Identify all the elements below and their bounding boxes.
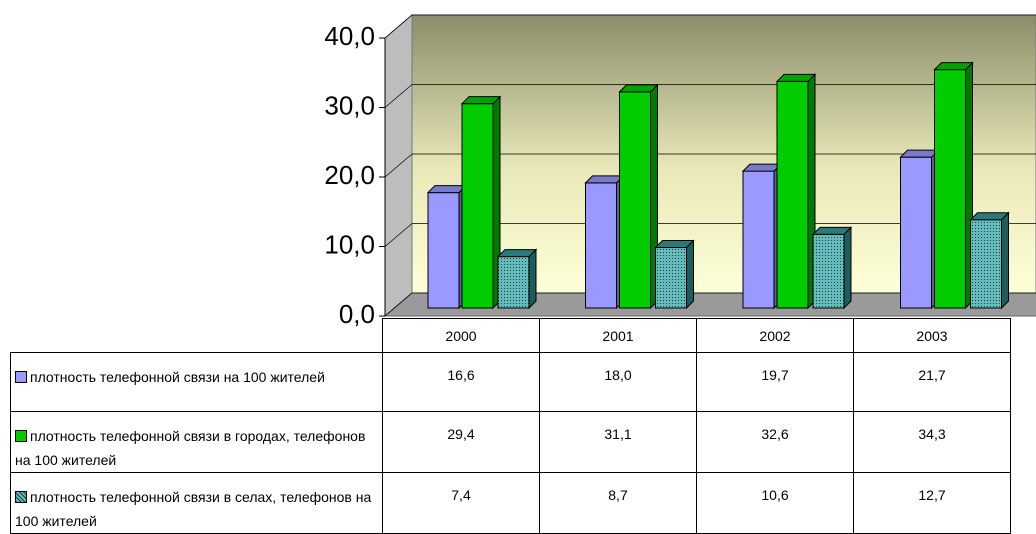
- bar-top: [426, 185, 468, 194]
- bar: [900, 156, 932, 309]
- bar-top: [584, 175, 625, 184]
- bar-side: [528, 248, 537, 310]
- series-row: плотность телефонной связи в городах, те…: [10, 411, 1011, 473]
- series-row: плотность телефонной связи в селах, теле…: [10, 472, 1011, 534]
- grid-line: [384, 14, 413, 39]
- value-cell: 7,4: [382, 472, 540, 534]
- y-tick-label: 10,0: [324, 229, 375, 259]
- bar-top: [775, 73, 817, 82]
- grid-line: [384, 84, 413, 108]
- blank-cell: [10, 318, 383, 353]
- grid-line: [384, 153, 413, 178]
- value-cell: 16,6: [382, 352, 540, 412]
- bar-top: [899, 149, 940, 158]
- header-row: 2000 2001 2002 2003: [10, 318, 1011, 353]
- bar-top: [741, 163, 783, 172]
- bar-side: [1001, 211, 1009, 310]
- bar-top: [969, 212, 1010, 221]
- data-table: 2000 2001 2002 2003 плотность телефонной свя…: [10, 318, 1011, 534]
- bar: [970, 219, 1002, 309]
- category-cell: 2001: [539, 318, 697, 353]
- bar-top: [811, 226, 853, 235]
- legend-label: плотность телефонной связи на 100 жителе…: [30, 369, 325, 385]
- value-cell: 29,4: [382, 411, 540, 473]
- value-cell: 12,7: [853, 472, 1011, 534]
- legend-label: плотность телефонной связи в селах, теле…: [15, 489, 372, 529]
- grid-line: [384, 223, 413, 247]
- legend-cell: плотность телефонной связи в селах, теле…: [10, 472, 383, 534]
- value-cell: 21,7: [853, 352, 1011, 412]
- value-cell: 31,1: [539, 411, 697, 473]
- bar-top: [460, 96, 502, 105]
- bar: [619, 91, 651, 309]
- value-cell: 19,7: [696, 352, 854, 412]
- value-cell: 10,6: [696, 472, 854, 534]
- category-cell: 2002: [696, 318, 854, 353]
- y-tick-label: 30,0: [324, 90, 375, 120]
- value-cell: 8,7: [539, 472, 697, 534]
- bar: [461, 103, 494, 309]
- legend-cell: плотность телефонной связи в городах, те…: [10, 411, 383, 473]
- y-tick-label: 40,0: [324, 21, 375, 51]
- plot-area: 0,010,020,030,040,0: [324, 13, 1036, 329]
- value-cell: 32,6: [696, 411, 854, 473]
- grid-line: [384, 292, 413, 317]
- bar: [427, 192, 460, 309]
- bar-top: [618, 84, 659, 93]
- y-tick-label: 20,0: [324, 160, 375, 190]
- legend-cell: плотность телефонной связи на 100 жителе…: [10, 352, 383, 412]
- bar: [497, 256, 530, 309]
- bar: [776, 80, 809, 309]
- legend-label: плотность телефонной связи в городах, те…: [15, 428, 366, 468]
- bar: [585, 182, 617, 309]
- bar-side: [843, 226, 852, 310]
- value-cell: 18,0: [539, 352, 697, 412]
- bar: [812, 233, 845, 309]
- bar: [655, 247, 687, 309]
- value-cell: 34,3: [853, 411, 1011, 473]
- legend-swatch: [15, 491, 27, 503]
- category-cell: 2000: [382, 318, 540, 353]
- bar-top: [933, 62, 974, 71]
- bar-side: [686, 239, 694, 310]
- bar-top: [496, 249, 538, 258]
- bar: [742, 170, 775, 309]
- bar-top: [654, 240, 695, 249]
- bar: [934, 69, 966, 309]
- legend-swatch: [15, 430, 27, 442]
- series-row: плотность телефонной связи на 100 жителе…: [10, 352, 1011, 412]
- category-cell: 2003: [853, 318, 1011, 353]
- legend-swatch: [15, 371, 27, 383]
